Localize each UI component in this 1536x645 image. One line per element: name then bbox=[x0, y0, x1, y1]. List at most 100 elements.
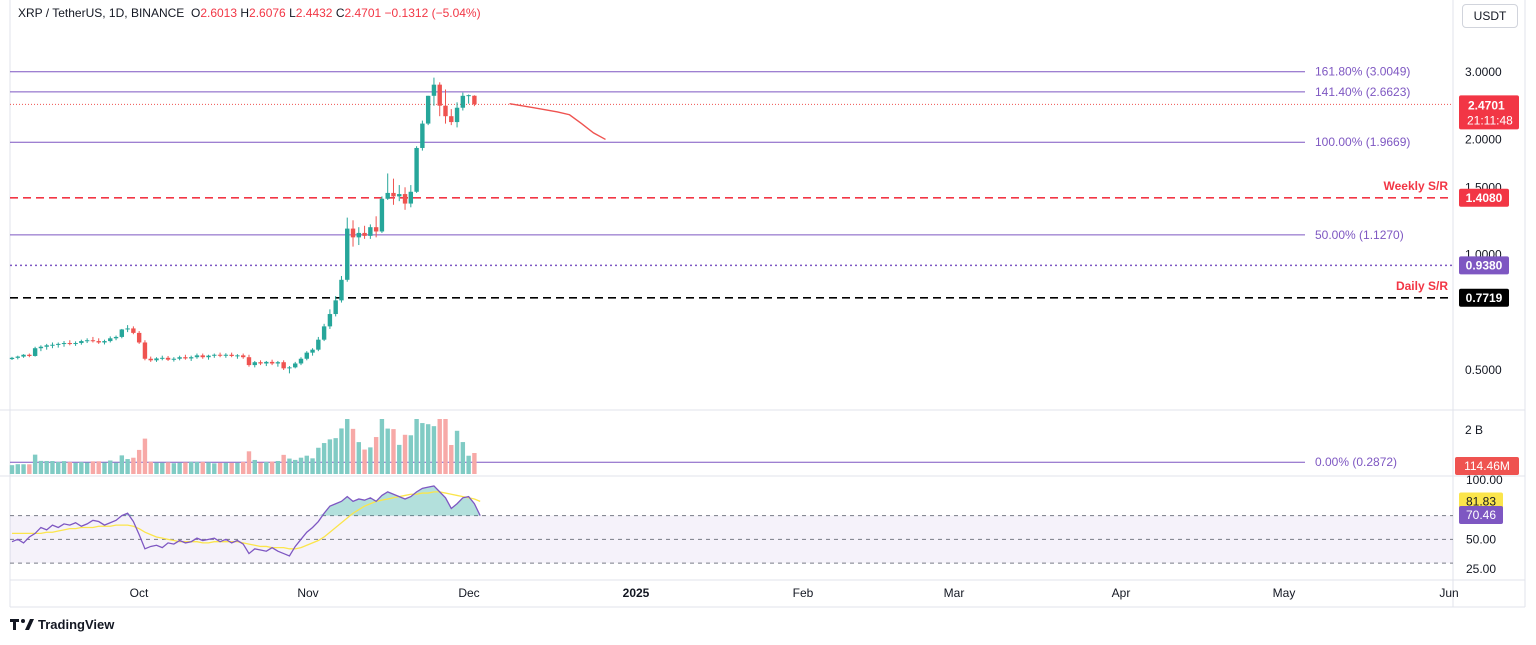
candle-body[interactable] bbox=[425, 95, 431, 124]
volume-bar[interactable] bbox=[160, 462, 165, 474]
volume-bar[interactable] bbox=[391, 429, 396, 474]
candle-body[interactable] bbox=[50, 344, 55, 346]
volume-bar[interactable] bbox=[113, 462, 119, 474]
volume-bar[interactable] bbox=[472, 453, 477, 474]
candle-body[interactable] bbox=[362, 232, 367, 236]
volume-bar[interactable] bbox=[165, 462, 171, 474]
candle-body[interactable] bbox=[160, 357, 165, 359]
candle-body[interactable] bbox=[194, 355, 200, 358]
volume-bar[interactable] bbox=[414, 419, 419, 474]
candle-body[interactable] bbox=[420, 123, 425, 148]
candle-body[interactable] bbox=[113, 336, 119, 339]
candle-body[interactable] bbox=[73, 343, 78, 345]
candle-body[interactable] bbox=[373, 227, 379, 232]
volume-bar[interactable] bbox=[368, 447, 373, 474]
volume-bar[interactable] bbox=[15, 464, 20, 474]
volume-bar[interactable] bbox=[241, 461, 246, 474]
candle-body[interactable] bbox=[206, 355, 211, 358]
candle-body[interactable] bbox=[287, 367, 292, 369]
volume-bar[interactable] bbox=[408, 435, 414, 474]
volume-bar[interactable] bbox=[321, 443, 327, 474]
volume-bar[interactable] bbox=[327, 439, 333, 474]
volume-bar[interactable] bbox=[84, 462, 90, 474]
volume-bar[interactable] bbox=[206, 462, 211, 474]
candle-body[interactable] bbox=[27, 354, 32, 356]
candle-body[interactable] bbox=[38, 346, 44, 349]
candle-body[interactable] bbox=[84, 340, 90, 342]
candle-body[interactable] bbox=[67, 343, 72, 345]
volume-bar[interactable] bbox=[258, 462, 263, 474]
volume-bar[interactable] bbox=[425, 424, 431, 474]
volume-bar[interactable] bbox=[9, 465, 15, 474]
volume-bar[interactable] bbox=[90, 461, 96, 474]
candlestick-series[interactable] bbox=[9, 77, 477, 374]
candle-body[interactable] bbox=[90, 340, 96, 342]
candle-body[interactable] bbox=[350, 228, 356, 238]
candle-body[interactable] bbox=[437, 84, 442, 106]
volume-bar[interactable] bbox=[27, 464, 32, 474]
candle-body[interactable] bbox=[269, 361, 275, 364]
candle-body[interactable] bbox=[466, 95, 471, 97]
candle-body[interactable] bbox=[212, 354, 217, 356]
volume-bar[interactable] bbox=[38, 460, 44, 474]
candle-body[interactable] bbox=[131, 328, 136, 333]
time-axis[interactable]: Oct Nov Dec 2025 Feb Mar Apr May Jun bbox=[130, 586, 1459, 600]
volume-bar[interactable] bbox=[223, 462, 229, 474]
candle-body[interactable] bbox=[142, 342, 148, 359]
candle-body[interactable] bbox=[148, 358, 153, 361]
candle-body[interactable] bbox=[96, 341, 101, 343]
volume-bar[interactable] bbox=[402, 434, 408, 474]
candle-body[interactable] bbox=[102, 341, 107, 343]
volume-bar[interactable] bbox=[339, 428, 344, 474]
candle-body[interactable] bbox=[258, 362, 263, 364]
candle-body[interactable] bbox=[177, 357, 182, 359]
volume-bar[interactable] bbox=[304, 455, 309, 474]
rsi-line[interactable] bbox=[11, 485, 481, 557]
volume-bar[interactable] bbox=[56, 461, 61, 474]
volume-bar[interactable] bbox=[171, 463, 177, 474]
volume-bar[interactable] bbox=[454, 430, 460, 474]
candle-body[interactable] bbox=[408, 191, 414, 204]
volume-bar[interactable] bbox=[194, 461, 200, 474]
volume-bar[interactable] bbox=[293, 459, 298, 474]
volume-bar[interactable] bbox=[50, 461, 55, 474]
volume-bar[interactable] bbox=[108, 460, 113, 474]
volume-bar[interactable] bbox=[142, 438, 148, 474]
volume-bar[interactable] bbox=[229, 462, 234, 474]
volume-bar[interactable] bbox=[269, 461, 275, 474]
volume-bar[interactable] bbox=[437, 419, 442, 474]
volume-bars[interactable]: 2 B bbox=[9, 419, 1483, 474]
candle-body[interactable] bbox=[345, 228, 350, 280]
volume-bar[interactable] bbox=[397, 444, 402, 474]
volume-bar[interactable] bbox=[420, 423, 425, 474]
volume-bar[interactable] bbox=[119, 455, 125, 474]
volume-bar[interactable] bbox=[264, 461, 269, 474]
candle-body[interactable] bbox=[21, 354, 26, 357]
volume-bar[interactable] bbox=[246, 451, 252, 474]
candle-body[interactable] bbox=[44, 345, 49, 347]
candle-body[interactable] bbox=[472, 95, 477, 105]
volume-bar[interactable] bbox=[281, 454, 286, 474]
candle-body[interactable] bbox=[402, 194, 408, 204]
volume-bar[interactable] bbox=[379, 419, 385, 474]
candle-body[interactable] bbox=[414, 147, 419, 192]
candle-body[interactable] bbox=[235, 355, 240, 357]
candle-body[interactable] bbox=[119, 329, 125, 337]
candle-body[interactable] bbox=[56, 343, 61, 345]
candle-body[interactable] bbox=[188, 357, 194, 359]
candle-body[interactable] bbox=[379, 198, 385, 232]
volume-bar[interactable] bbox=[443, 419, 448, 474]
candle-body[interactable] bbox=[241, 355, 246, 358]
volume-bar[interactable] bbox=[460, 442, 466, 474]
candle-body[interactable] bbox=[264, 361, 269, 364]
candle-body[interactable] bbox=[368, 227, 373, 236]
candle-body[interactable] bbox=[223, 354, 229, 356]
volume-bar[interactable] bbox=[310, 458, 315, 474]
candle-body[interactable] bbox=[304, 352, 309, 359]
volume-bar[interactable] bbox=[21, 464, 26, 474]
candle-body[interactable] bbox=[321, 326, 327, 340]
candle-body[interactable] bbox=[397, 194, 402, 197]
volume-bar[interactable] bbox=[298, 457, 304, 474]
volume-bar[interactable] bbox=[373, 437, 379, 474]
candle-body[interactable] bbox=[15, 356, 20, 358]
